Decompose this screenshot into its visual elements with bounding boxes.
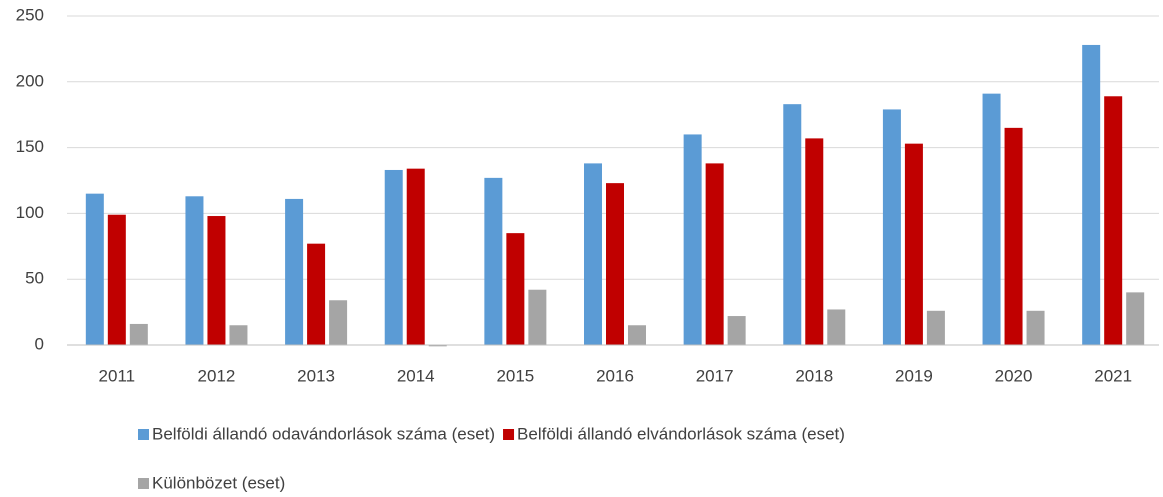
bar: [904, 143, 923, 345]
bar: [229, 325, 248, 345]
legend-label: Belföldi állandó odavándorlások száma (e…: [152, 424, 495, 443]
bar: [805, 138, 824, 345]
bar: [107, 214, 126, 345]
bar: [1126, 292, 1145, 345]
x-tick-label: 2014: [397, 366, 435, 385]
bar: [1082, 44, 1101, 346]
bar: [783, 104, 802, 345]
legend-swatch: [138, 429, 149, 440]
bar: [982, 93, 1001, 345]
bar: [384, 169, 403, 345]
legend-label: Belföldi állandó elvándorlások száma (es…: [517, 424, 845, 443]
bar: [207, 216, 226, 345]
bar: [307, 243, 326, 345]
y-tick-label: 0: [35, 334, 44, 353]
bar: [1104, 96, 1123, 345]
bar: [727, 316, 746, 345]
y-tick-label: 100: [16, 203, 44, 222]
bar: [528, 289, 547, 345]
x-tick-label: 2020: [995, 366, 1033, 385]
bar: [329, 300, 348, 345]
bar: [926, 310, 945, 345]
x-tick-label: 2011: [99, 366, 136, 385]
x-tick-label: 2016: [596, 366, 634, 385]
bar: [705, 163, 724, 345]
y-tick-label: 50: [25, 269, 44, 288]
bar: [428, 345, 447, 347]
bar: [584, 163, 602, 345]
x-tick-label: 2018: [795, 366, 833, 385]
bar: [484, 177, 503, 345]
bar: [406, 168, 425, 345]
bar: [506, 233, 525, 345]
bar: [285, 198, 304, 345]
bar: [827, 309, 846, 345]
legend-swatch: [138, 478, 149, 489]
bar: [1026, 310, 1045, 345]
bar: [185, 196, 204, 345]
bar: [129, 323, 148, 345]
x-tick-label: 2012: [198, 366, 236, 385]
legend-label: Különbözet (eset): [152, 473, 285, 492]
y-tick-label: 200: [16, 71, 44, 90]
x-tick-label: 2021: [1094, 366, 1132, 385]
bar: [1004, 127, 1023, 345]
bar: [606, 183, 624, 345]
bar: [85, 193, 104, 345]
bar: [683, 134, 702, 345]
x-tick-label: 2015: [496, 366, 534, 385]
y-tick-label: 150: [16, 137, 44, 156]
bar: [882, 109, 901, 345]
legend-swatch: [503, 429, 515, 440]
bar: [628, 325, 646, 345]
x-tick-label: 2019: [895, 366, 933, 385]
x-tick-label: 2017: [696, 366, 734, 385]
x-tick-label: 2013: [297, 366, 335, 385]
y-tick-label: 250: [16, 5, 44, 24]
